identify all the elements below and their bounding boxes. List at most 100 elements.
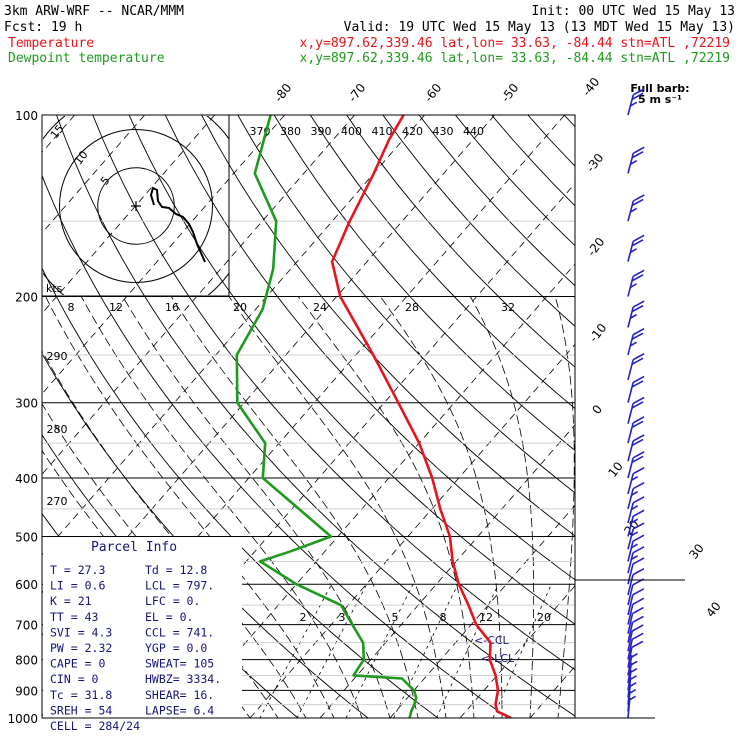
dry-adiabat	[273, 115, 575, 451]
temperature-tick-label-top: -70	[345, 81, 368, 105]
parcel-info-right: LFC = 0.	[145, 594, 200, 608]
moist-adiabat	[170, 296, 419, 718]
dewpoint-profile	[235, 115, 418, 718]
mixing-ratio-line	[259, 584, 333, 718]
hodograph: kts 5 10 15	[41, 114, 230, 297]
wind-barb	[627, 624, 644, 652]
dry-adiabat	[201, 115, 575, 537]
parcel-info-left: CELL = 284/24	[50, 719, 140, 733]
isotherm	[0, 115, 5, 718]
moist-adiabat	[42, 350, 307, 718]
temperature-profile	[330, 115, 512, 718]
parcel-info-left: LI = 0.6	[50, 579, 105, 593]
pressure-tick-label: 600	[15, 578, 38, 592]
wind-barb	[627, 269, 645, 297]
parcel-info-left: CIN = 0	[50, 672, 99, 686]
parcel-info-left: T = 27.3	[50, 563, 105, 577]
parcel-info-right: CCL = 741.	[145, 625, 214, 639]
temperature-tick-label: 40	[703, 599, 723, 620]
isotherm	[670, 115, 740, 718]
hodograph-ring-label: 5	[98, 174, 113, 188]
temperature-tick-label-top: -50	[498, 81, 521, 105]
dry-adiabat	[128, 115, 575, 625]
isotherm	[600, 115, 740, 718]
theta-left-label: 290	[47, 350, 68, 363]
pressure-tick-label: 900	[15, 684, 38, 698]
forecast-hour: Fcst: 19 h	[4, 20, 82, 35]
wetbulb-tick-label: 24	[313, 301, 327, 314]
moist-adiabat	[80, 296, 363, 718]
temperature-location: x,y=897.62,339.46 lat,lon= 33.63, -84.44…	[300, 36, 730, 51]
parcel-info-left: CAPE = 0	[50, 657, 105, 671]
isotherm	[179, 263, 575, 718]
mixing-ratio-line	[345, 584, 414, 718]
dry-adiabat	[491, 115, 575, 207]
wind-barb	[627, 416, 645, 444]
mixing-ratio-line	[436, 584, 499, 718]
isotherm	[42, 115, 145, 234]
wind-barb	[627, 522, 645, 550]
theta-left-label: 270	[47, 495, 68, 508]
isotherm	[319, 424, 575, 718]
mixing-ratio-label: 8	[440, 611, 447, 624]
wind-barb	[627, 194, 645, 222]
wind-barb	[627, 396, 645, 424]
wind-barb	[627, 557, 645, 585]
lcl-marker: <-LCL	[481, 652, 515, 665]
temperature-tick-label-top: -80	[271, 81, 294, 105]
parcel-info-left: PW = 2.32	[50, 641, 112, 655]
dewpoint-location: x,y=897.62,339.46 lat,lon= 33.63, -84.44…	[300, 51, 730, 66]
isotherm	[459, 585, 575, 718]
mixing-ratio-line	[492, 584, 552, 718]
wind-barb	[627, 653, 638, 676]
wetbulb-tick-label: 8	[68, 301, 75, 314]
wind-barb	[627, 234, 645, 262]
temperature-tick-label: -20	[584, 235, 607, 259]
hodograph-kts-label: kts	[46, 282, 63, 295]
wind-barb	[627, 375, 645, 403]
ccl-marker: <-CCL	[474, 634, 510, 647]
isotherm	[42, 115, 355, 475]
mixing-ratio-line	[393, 584, 459, 718]
wind-barb	[627, 451, 645, 479]
dry-adiabat	[600, 115, 740, 731]
dry-adiabat	[346, 115, 575, 368]
wind-barb	[627, 352, 645, 381]
wetbulb-tick-label: 16	[165, 301, 179, 314]
wind-barb	[627, 546, 645, 574]
wetbulb-tick-label: 28	[405, 301, 419, 314]
parcel-info-right: SHEAR= 16.	[145, 688, 214, 702]
wetbulb-tick-label: 12	[109, 301, 123, 314]
pressure-tick-label: 1000	[7, 712, 38, 726]
hodograph-trace	[149, 186, 206, 263]
model-title: 3km ARW-WRF -- NCAR/MMM	[4, 4, 184, 19]
wind-barb	[627, 695, 637, 719]
hodograph-ring	[59, 129, 213, 283]
parcel-info-box: Parcel Info T = 27.3 Td = 12.8 LI = 0.6 LCL…	[43, 537, 242, 733]
wind-barb	[627, 534, 645, 562]
pressure-tick-label: 700	[15, 619, 38, 633]
wind-barb	[627, 300, 645, 328]
wind-barb	[627, 496, 645, 524]
parcel-info-right: YGP = 0.0	[145, 641, 207, 655]
pressure-tick-label: 300	[15, 397, 38, 411]
wind-barb	[627, 660, 638, 684]
parcel-info-left: SVI = 4.3	[50, 625, 112, 639]
mixing-ratio-line	[296, 584, 368, 718]
parcel-info-right: EL = 0.	[145, 610, 193, 624]
temperature-tick-label: -30	[583, 151, 606, 175]
pressure-tick-label: 400	[15, 472, 38, 486]
pressure-tick-label: 500	[15, 530, 38, 544]
wind-barb	[627, 88, 645, 116]
dry-adiabat	[56, 115, 575, 717]
parcel-info-right: LAPSE= 6.4	[145, 703, 214, 717]
barb-legend-line2: 5 m s⁻¹	[638, 93, 682, 106]
wind-barb	[627, 632, 644, 660]
theta-tick-label: 400	[341, 125, 362, 138]
mixing-ratio-label: 3	[339, 611, 346, 624]
hodograph-ring	[97, 167, 175, 245]
parcel-info-right: HWBZ= 3334.	[145, 672, 221, 686]
dry-adiabat	[237, 115, 575, 494]
wind-barb	[627, 615, 644, 643]
temperature-tick-label: -40	[579, 75, 602, 99]
